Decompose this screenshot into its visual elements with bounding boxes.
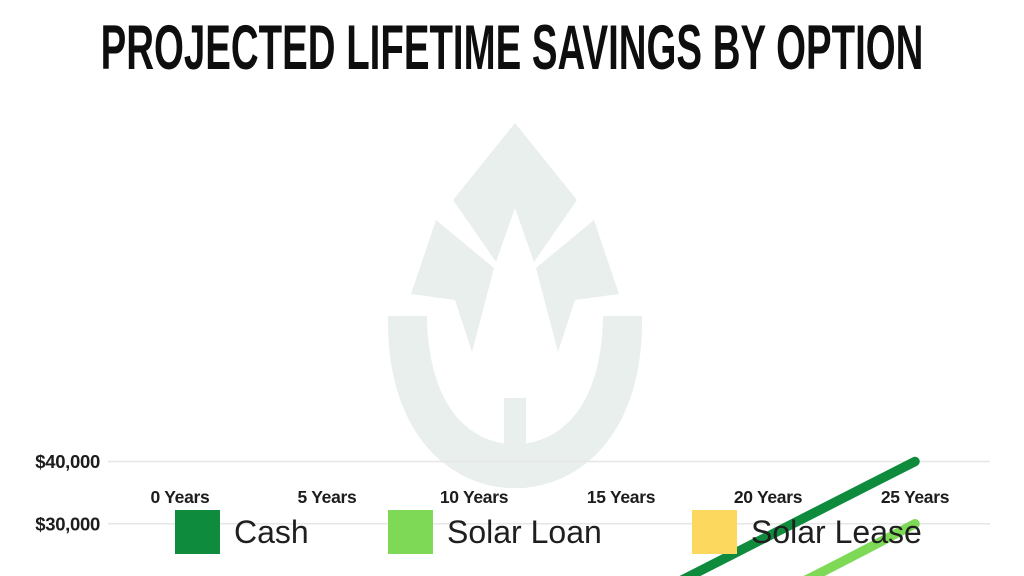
x-tick-label: 10 Years — [440, 487, 509, 507]
legend-item-cash: Cash — [175, 509, 309, 555]
chart-title: PROJECTED LIFETIME SAVINGS BY OPTION — [0, 11, 1024, 83]
x-tick-label: 15 Years — [587, 487, 656, 507]
chart-legend: Cash Solar Loan Solar Lease — [0, 509, 1024, 555]
x-tick-label: 20 Years — [734, 487, 803, 507]
legend-label-cash: Cash — [234, 514, 309, 550]
legend-item-solar-loan: Solar Loan — [388, 509, 602, 555]
watermark-leaf-logo — [411, 220, 494, 352]
solar-lease-swatch — [692, 510, 737, 554]
x-tick-label: 25 Years — [881, 487, 950, 507]
legend-label-solar-loan: Solar Loan — [447, 514, 602, 550]
legend-label-solar-lease: Solar Lease — [751, 514, 922, 550]
watermark-leaf-logo — [523, 316, 643, 488]
watermark-leaf-logo — [453, 123, 577, 262]
watermark-leaf-logo — [536, 220, 619, 352]
watermark-leaf-logo — [387, 316, 507, 488]
chart-title-text: PROJECTED LIFETIME SAVINGS BY OPTION — [100, 11, 924, 83]
cash-swatch — [175, 510, 220, 554]
x-tick-label: 5 Years — [298, 487, 357, 507]
watermark-leaf-logo — [504, 398, 526, 488]
legend-item-solar-lease: Solar Lease — [692, 509, 922, 555]
x-tick-label: 0 Years — [151, 487, 210, 507]
solar-loan-swatch — [388, 510, 433, 554]
y-tick-label: $40,000 — [35, 451, 100, 472]
y-tick-label: $30,000 — [35, 513, 100, 534]
series-line-cash — [679, 456, 920, 576]
